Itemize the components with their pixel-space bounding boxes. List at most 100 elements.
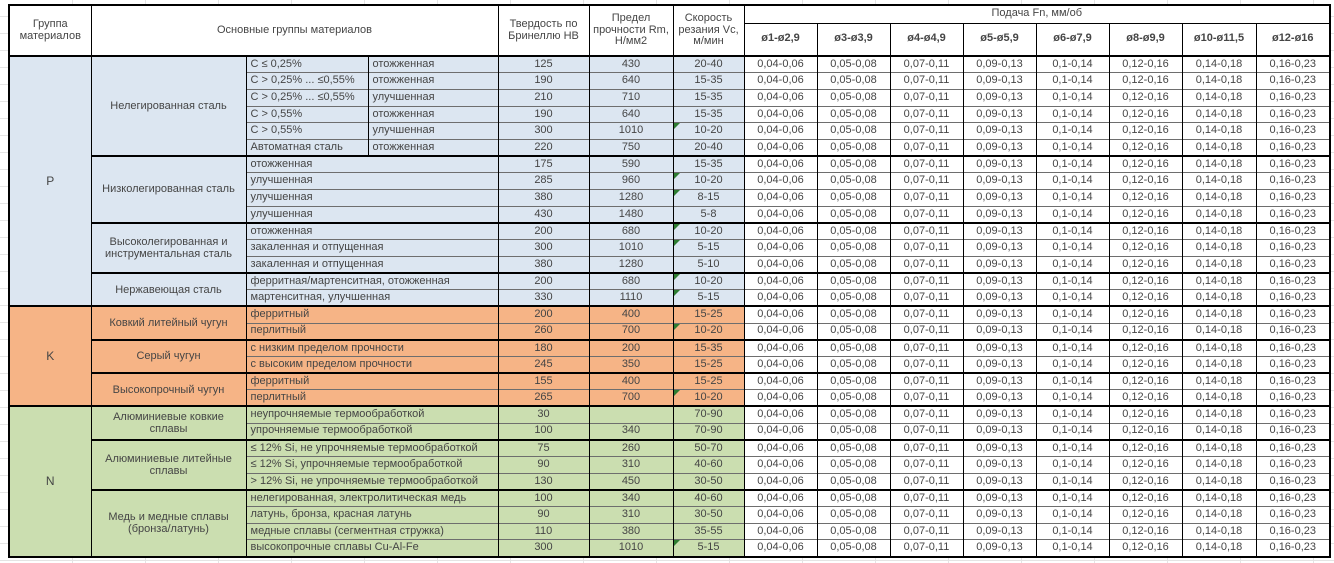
feed-cell: 0,14-0,18 [1181,55,1257,73]
feed-cell: 0,14-0,18 [1181,271,1257,290]
feed-cell: 0,09-0,13 [962,172,1037,190]
strength-cell: 430 [588,55,674,73]
feed-cell: 0,1-0,14 [1035,289,1110,307]
strength-cell: 400 [588,372,674,390]
speed-cell: 10-20 [672,271,745,290]
speed-cell: 10-20 [672,389,745,407]
feed-cell: 0,07-0,11 [889,405,964,424]
subgroup-cell: Медь и медные сплавы (бронза/латунь) [90,488,247,557]
feed-cell: 0,04-0,06 [743,438,818,457]
strength-cell: 590 [588,155,674,173]
hardness-cell: 210 [497,88,590,107]
table-row: упрочняемые термообработкой 100 340 70-90 0,… [9,422,1331,440]
feed-cell: 0,16-0,23 [1255,472,1331,490]
feed-cell: 0,16-0,23 [1255,221,1331,240]
feed-cell: 0,09-0,13 [962,239,1037,257]
comment-flag-icon [674,123,680,130]
hardness-cell: 330 [497,289,590,307]
hardness-cell: 430 [497,205,590,223]
material-desc-cell: неупрочняемые термообработкой [245,405,499,424]
header-feed-col: ø12-ø16 [1255,22,1331,57]
feed-cell: 0,09-0,13 [962,205,1037,223]
speed-cell: 15-35 [672,72,745,90]
hardness-cell: 245 [497,355,590,374]
table-row: Автоматная сталь отожженная 220 750 20-40 0,0… [9,138,1331,157]
feed-cell: 0,1-0,14 [1035,122,1110,140]
feed-cell: 0,09-0,13 [962,105,1037,123]
feed-cell: 0,09-0,13 [962,422,1037,440]
feed-cell: 0,04-0,06 [743,322,818,340]
subgroup-cell: Серый чугун [90,338,247,374]
speed-cell: 30-50 [672,506,745,524]
feed-cell: 0,1-0,14 [1035,172,1110,190]
feed-cell: 0,09-0,13 [962,138,1037,157]
material-desc-cell: закаленная и отпущенная [245,255,499,273]
material-desc-cell: ≤ 12% Si, упрочняемые термообработкой [245,456,499,474]
speed-cell: 20-40 [672,138,745,157]
feed-cell: 0,04-0,06 [743,305,818,323]
header-feed-col: ø8-ø9,9 [1108,22,1183,57]
speed-cell: 10-20 [672,221,745,240]
feed-cell: 0,04-0,06 [743,155,818,173]
feed-cell: 0,1-0,14 [1035,506,1110,524]
table-row: улучшенная 285 960 10-20 0,04-0,06 0,05-0,08 0… [9,172,1331,190]
table-row: N Алюминиевые ковкие сплавы неупрочняемые … [8,405,1331,557]
feed-cell: 0,07-0,11 [889,488,964,507]
feed-cell: 0,16-0,23 [1255,105,1331,123]
feed-cell: 0,07-0,11 [889,122,964,140]
feed-cell: 0,05-0,08 [816,355,891,374]
strength-cell: 680 [588,221,674,240]
strength-cell: 1010 [588,239,674,257]
feed-cell: 0,05-0,08 [816,522,891,540]
hardness-cell: 30 [497,405,590,424]
feed-cell: 0,04-0,06 [743,539,818,557]
header-feed-col: ø3-ø3,9 [816,22,891,57]
material-desc-cell: C > 0,55% [245,122,369,140]
speed-cell: 15-25 [672,372,745,390]
speed-cell: 40-60 [672,456,745,474]
feed-cell: 0,05-0,08 [816,289,891,307]
feed-cell: 0,1-0,14 [1035,105,1110,123]
feed-cell: 0,14-0,18 [1181,138,1257,157]
speed-cell: 5-15 [672,239,745,257]
hardness-cell: 190 [497,72,590,90]
feed-cell: 0,09-0,13 [962,539,1037,557]
feed-cell: 0,04-0,06 [743,389,818,407]
speed-cell: 20-40 [672,55,745,73]
feed-cell: 0,1-0,14 [1035,271,1110,290]
feed-cell: 0,09-0,13 [962,305,1037,323]
comment-flag-icon [674,323,680,330]
speed-cell: 50-70 [672,438,745,457]
hardness-cell: 200 [497,221,590,240]
table-row: ≤ 12% Si, упрочняемые термообработкой 90 3… [9,456,1331,474]
strength-cell: 1010 [588,539,674,557]
subgroup-cell: Алюминиевые ковкие сплавы [90,405,247,440]
header-feed-col: ø6-ø7,9 [1035,22,1110,57]
hardness-cell: 285 [497,172,590,190]
feed-cell: 0,1-0,14 [1035,389,1110,407]
feed-cell: 0,14-0,18 [1181,289,1257,307]
material-desc-cell: улучшенная [245,172,499,190]
hardness-cell: 300 [497,122,590,140]
hardness-cell: 200 [497,271,590,290]
feed-cell: 0,04-0,06 [743,506,818,524]
hardness-cell: 380 [497,255,590,273]
feed-cell: 0,1-0,14 [1035,539,1110,557]
speed-cell: 15-35 [672,155,745,173]
feed-cell: 0,14-0,18 [1181,189,1257,207]
feed-cell: 0,04-0,06 [743,255,818,273]
feed-cell: 0,07-0,11 [889,456,964,474]
material-desc-cell: нелегированная, электролитическая медь [245,488,499,507]
feed-cell: 0,07-0,11 [889,155,964,173]
feed-cell: 0,04-0,06 [743,338,818,357]
speed-cell: 8-15 [672,189,745,207]
strength-cell: 1010 [588,122,674,140]
feed-cell: 0,04-0,06 [743,122,818,140]
feed-cell: 0,1-0,14 [1035,221,1110,240]
feed-cell: 0,16-0,23 [1255,289,1331,307]
feed-cell: 0,16-0,23 [1255,88,1331,107]
cutting-data-table: Группа материалов Основные группы матери… [8,4,1332,558]
feed-cell: 0,1-0,14 [1035,239,1110,257]
strength-cell: 1280 [588,255,674,273]
feed-cell: 0,09-0,13 [962,389,1037,407]
